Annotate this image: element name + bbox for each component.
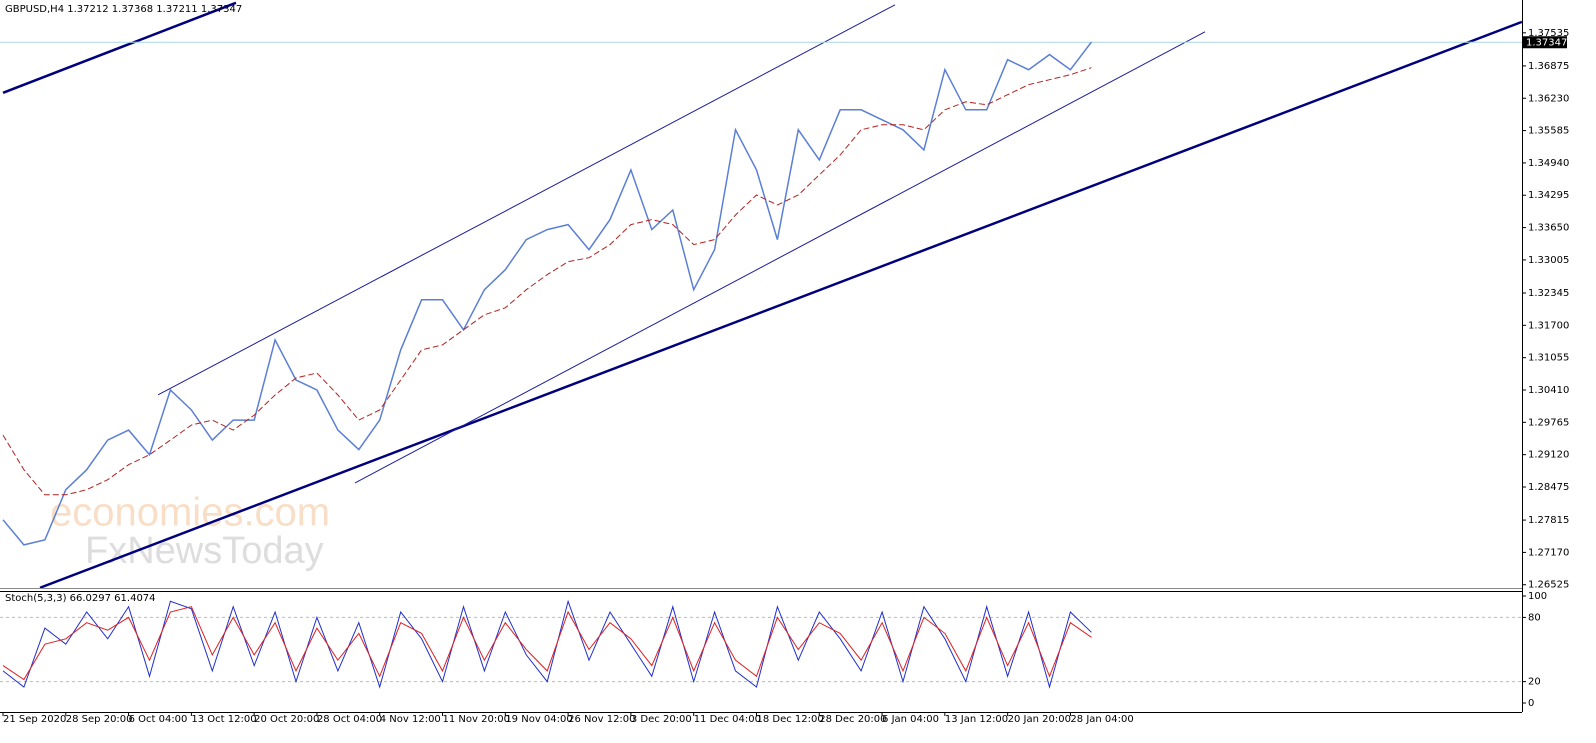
y-tick-label: 1.37535 bbox=[1528, 28, 1569, 39]
y-tick-label: 1.34295 bbox=[1528, 190, 1569, 201]
x-tick-label: 6 Oct 04:00 bbox=[129, 714, 188, 725]
x-tick-label: 6 Jan 04:00 bbox=[882, 714, 939, 725]
moving-average bbox=[2, 67, 1092, 496]
y-tick-label: 1.31700 bbox=[1528, 320, 1569, 331]
y-tick-label: 100 bbox=[1528, 591, 1547, 602]
x-tick-label: 20 Oct 20:00 bbox=[254, 714, 319, 725]
y-tick-label: 1.35585 bbox=[1528, 126, 1569, 137]
price-line bbox=[2, 41, 1092, 546]
stoch-line bbox=[2, 606, 1092, 681]
y-tick-label: 1.33650 bbox=[1528, 223, 1569, 234]
y-tick-label: 1.30410 bbox=[1528, 385, 1569, 396]
y-tick-label: 80 bbox=[1528, 612, 1541, 623]
trendline bbox=[39, 20, 1523, 589]
y-tick-label: 1.26525 bbox=[1528, 580, 1569, 591]
x-tick-label: 28 Dec 20:00 bbox=[819, 714, 886, 725]
y-tick-label: 1.36230 bbox=[1528, 93, 1569, 104]
x-tick-label: 11 Nov 20:00 bbox=[443, 714, 510, 725]
y-tick-label: 1.36875 bbox=[1528, 61, 1569, 72]
y-tick-label: 1.27170 bbox=[1528, 547, 1569, 558]
trendline bbox=[157, 4, 896, 396]
chart-title: GBPUSD,H4 1.37212 1.37368 1.37211 1.3734… bbox=[5, 4, 242, 15]
trendline bbox=[354, 31, 1206, 484]
last-price-box bbox=[1523, 36, 1567, 49]
watermark: economies.com bbox=[50, 491, 330, 535]
x-tick-label: 28 Oct 04:00 bbox=[317, 714, 382, 725]
x-tick-label: 4 Nov 12:00 bbox=[380, 714, 441, 725]
y-tick-label: 1.33005 bbox=[1528, 255, 1569, 266]
y-tick-label: 0 bbox=[1528, 698, 1534, 709]
y-tick-label: 1.31055 bbox=[1528, 353, 1569, 364]
y-tick-label: 1.27815 bbox=[1528, 515, 1569, 526]
x-tick-label: 20 Jan 20:00 bbox=[1008, 714, 1071, 725]
x-tick-label: 13 Jan 12:00 bbox=[945, 714, 1008, 725]
watermark: FxNewsToday bbox=[85, 530, 324, 572]
x-tick-label: 13 Oct 12:00 bbox=[191, 714, 256, 725]
y-tick-label: 1.34940 bbox=[1528, 158, 1569, 169]
indicator-title: Stoch(5,3,3) 66.0297 61.4074 bbox=[5, 593, 156, 604]
y-tick-label: 1.28475 bbox=[1528, 482, 1569, 493]
y-tick-label: 20 bbox=[1528, 677, 1541, 688]
x-tick-label: 18 Dec 12:00 bbox=[756, 714, 823, 725]
trendline bbox=[2, 1, 237, 95]
x-tick-label: 19 Nov 04:00 bbox=[505, 714, 572, 725]
x-tick-label: 11 Dec 04:00 bbox=[694, 714, 761, 725]
stoch-line bbox=[2, 599, 1092, 689]
x-tick-label: 28 Jan 04:00 bbox=[1070, 714, 1133, 725]
last-price-label: 1.37347 bbox=[1526, 37, 1567, 48]
y-tick-label: 1.32345 bbox=[1528, 288, 1569, 299]
x-tick-label: 3 Dec 20:00 bbox=[631, 714, 692, 725]
y-tick-label: 1.29120 bbox=[1528, 450, 1569, 461]
y-tick-label: 1.29765 bbox=[1528, 417, 1569, 428]
x-tick-label: 21 Sep 2020 bbox=[3, 714, 66, 725]
x-tick-label: 28 Sep 20:00 bbox=[66, 714, 133, 725]
x-tick-label: 26 Nov 12:00 bbox=[568, 714, 635, 725]
